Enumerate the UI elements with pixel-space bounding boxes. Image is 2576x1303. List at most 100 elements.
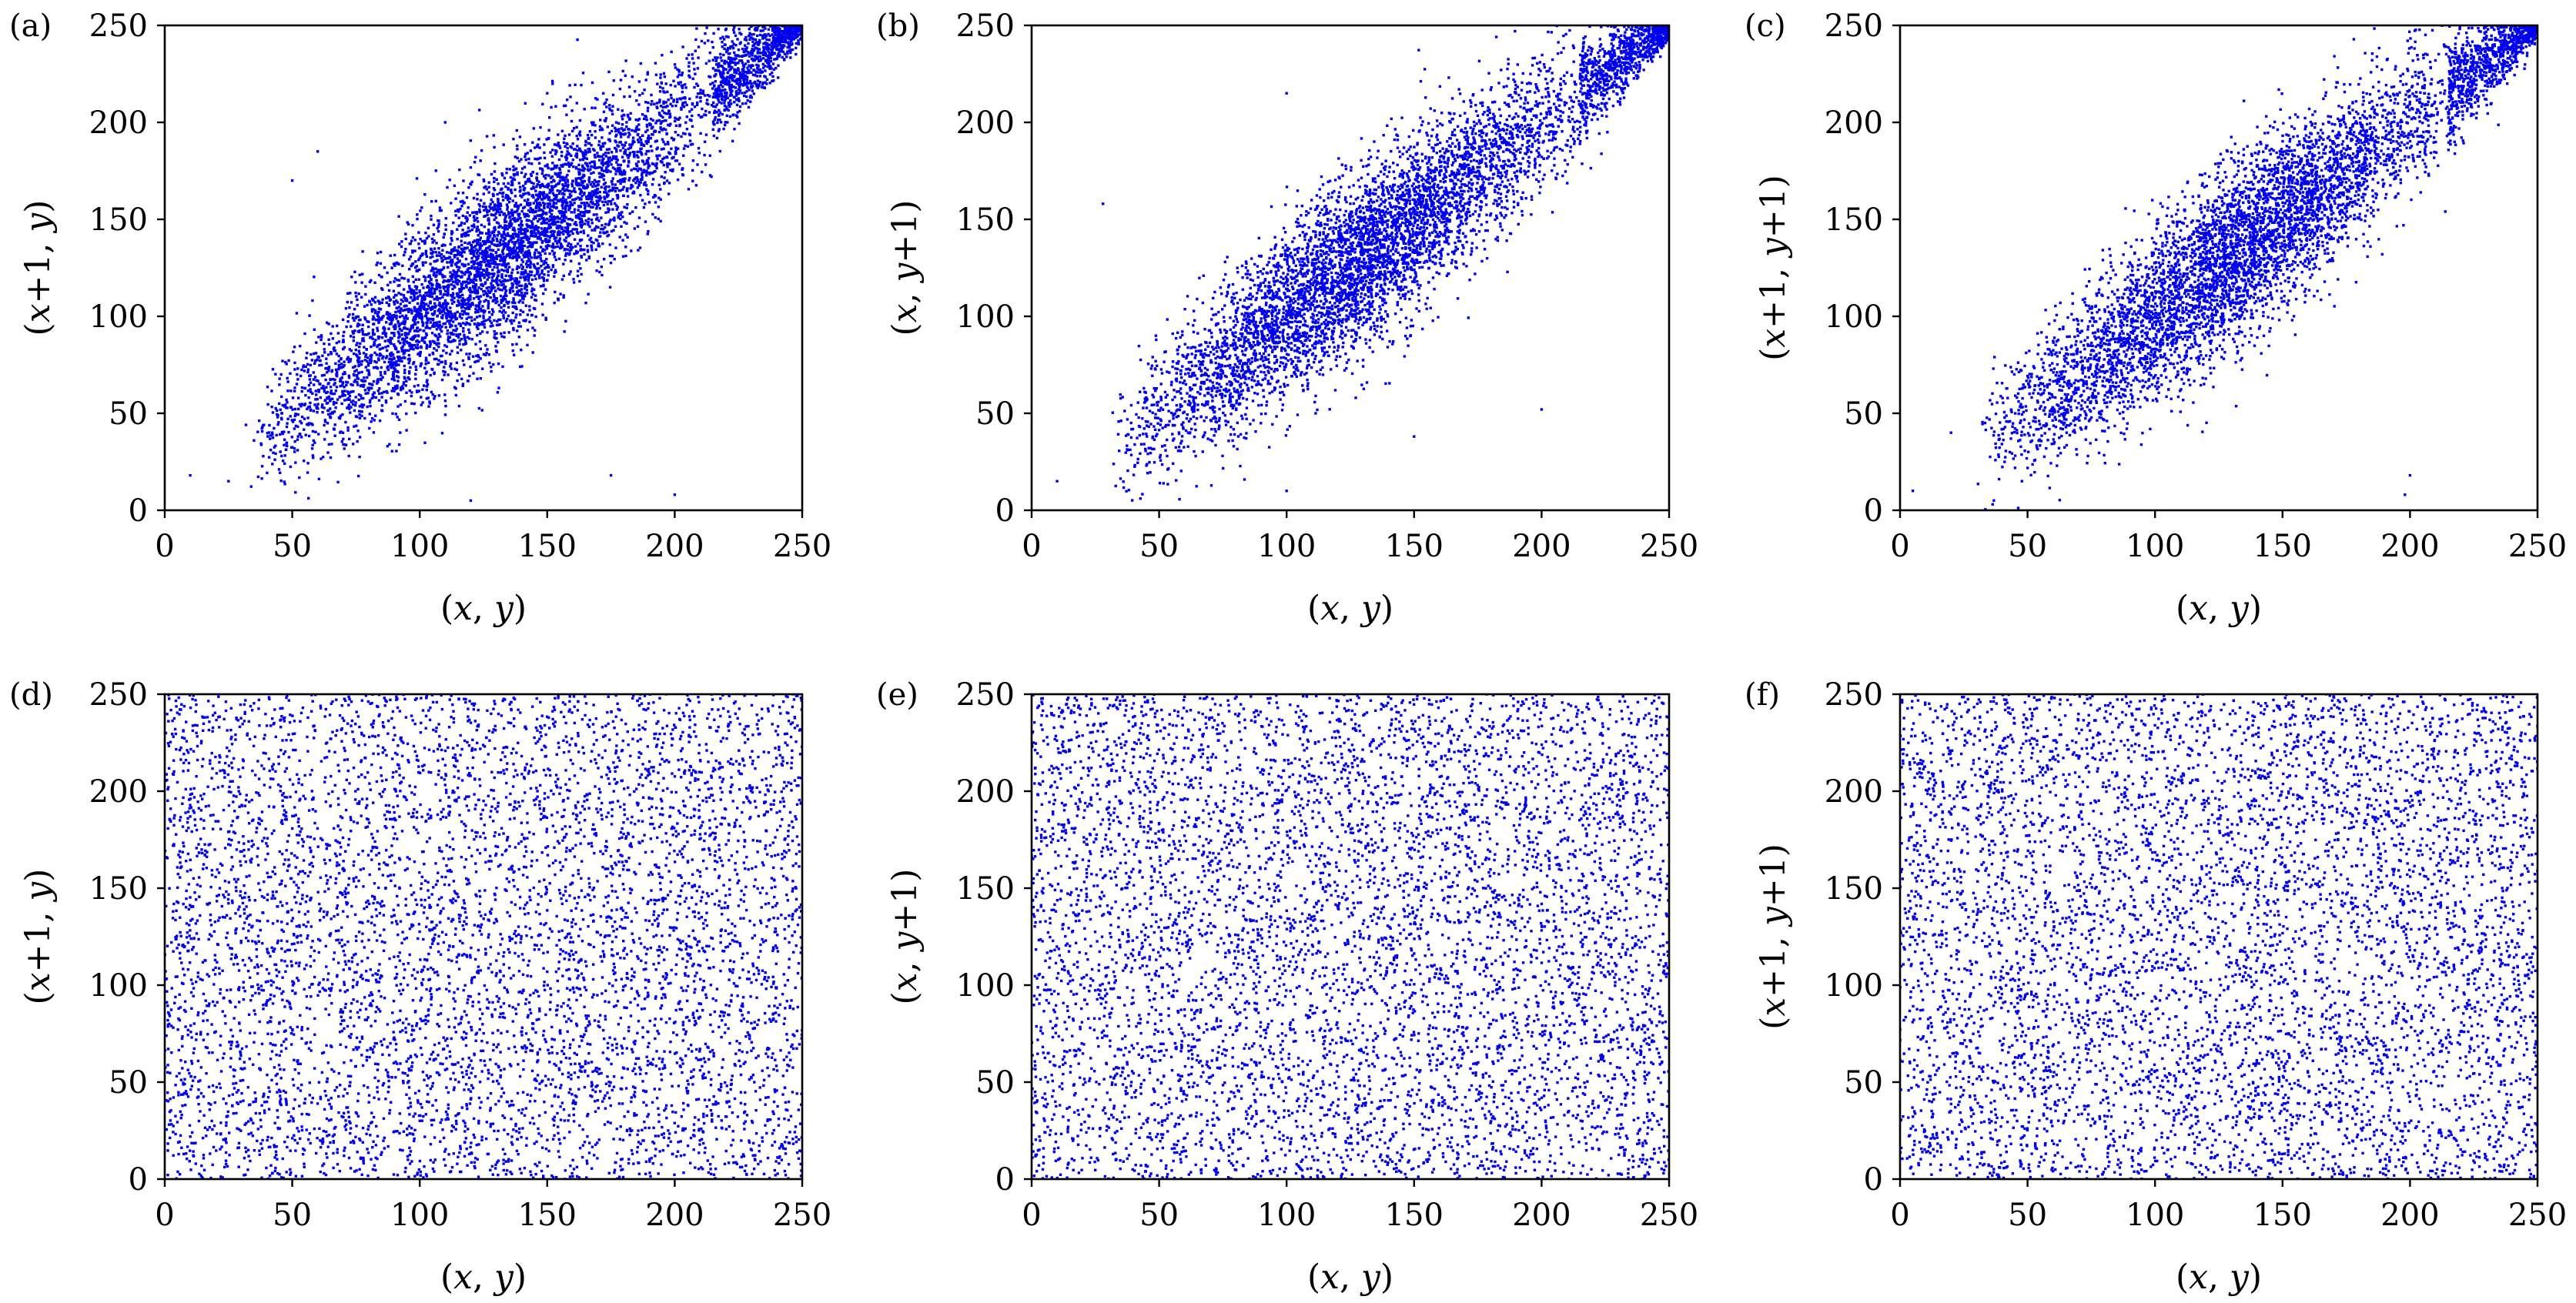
scatter-point — [501, 226, 504, 229]
scatter-point — [564, 175, 568, 179]
scatter-point — [347, 403, 351, 406]
scatter-point — [655, 162, 658, 165]
scatter-point — [483, 311, 486, 314]
scatter-point — [612, 79, 615, 82]
scatter-point — [447, 373, 450, 376]
scatter-point — [437, 251, 441, 254]
scatter-point — [598, 270, 601, 274]
scatter-point — [722, 38, 726, 41]
scatter-point — [380, 409, 383, 412]
scatter-point — [387, 289, 391, 292]
scatter-point — [513, 242, 516, 246]
scatter-point — [393, 277, 397, 280]
scatter-point — [469, 252, 473, 255]
scatter-point — [432, 233, 436, 236]
scatter-point — [524, 215, 527, 219]
scatter-point — [614, 204, 618, 207]
scatter-point — [509, 235, 512, 238]
scatter-point — [490, 366, 493, 369]
scatter-point — [499, 294, 503, 298]
scatter-point — [482, 258, 485, 261]
scatter-point — [545, 222, 549, 225]
scatter-point — [562, 262, 565, 266]
scatter-point — [585, 195, 588, 199]
scatter-point — [306, 462, 309, 465]
scatter-point — [392, 370, 395, 374]
scatter-point — [734, 54, 737, 57]
scatter-point — [619, 132, 622, 135]
scatter-point — [271, 368, 275, 371]
scatter-point — [772, 30, 776, 34]
scatter-point — [500, 273, 503, 276]
scatter-point — [467, 270, 470, 274]
scatter-point — [508, 256, 512, 259]
scatter-point — [546, 165, 549, 168]
scatter-point — [354, 281, 357, 284]
scatter-point — [498, 213, 501, 216]
scatter-point — [476, 292, 479, 295]
scatter-point — [496, 391, 500, 394]
scatter-point — [620, 225, 623, 228]
scatter-point — [674, 152, 677, 155]
scatter-point — [595, 218, 598, 221]
scatter-point — [621, 180, 624, 183]
scatter-point — [468, 331, 471, 334]
scatter-point — [306, 407, 309, 410]
scatter-point — [654, 201, 657, 204]
scatter-point — [621, 132, 624, 135]
scatter-point — [386, 445, 390, 448]
scatter-point — [303, 459, 306, 463]
scatter-point — [730, 94, 734, 97]
scatter-point — [453, 339, 457, 342]
scatter-point — [440, 272, 443, 276]
scatter-point — [374, 396, 378, 399]
scatter-point — [754, 73, 757, 77]
scatter-point — [514, 232, 517, 236]
scatter-point — [430, 269, 434, 272]
scatter-point — [758, 55, 762, 58]
scatter-point — [457, 373, 460, 376]
scatter-point — [647, 189, 650, 192]
scatter-point — [509, 238, 513, 241]
scatter-point — [313, 328, 316, 331]
scatter-point — [614, 126, 617, 129]
scatter-point — [481, 240, 485, 243]
scatter-point — [493, 295, 496, 299]
scatter-point — [463, 338, 467, 341]
scatter-point — [758, 33, 762, 37]
scatter-point — [501, 174, 504, 177]
scatter-point — [349, 335, 353, 338]
scatter-point — [425, 255, 429, 258]
scatter-point — [710, 104, 714, 107]
scatter-point — [502, 256, 505, 259]
scatter-point — [249, 485, 253, 488]
scatter-point — [631, 75, 634, 79]
scatter-point — [638, 136, 641, 139]
scatter-point — [599, 155, 602, 159]
scatter-point — [754, 82, 758, 86]
scatter-point — [786, 52, 789, 55]
scatter-point — [394, 413, 397, 416]
scatter-point — [580, 214, 584, 218]
scatter-point — [469, 298, 472, 301]
scatter-point — [562, 294, 565, 297]
scatter-point — [346, 292, 350, 295]
scatter-point — [403, 296, 406, 299]
scatter-point — [681, 86, 684, 89]
scatter-point — [602, 178, 606, 181]
scatter-point — [445, 279, 448, 282]
scatter-point — [607, 152, 610, 155]
scatter-point — [614, 146, 617, 150]
scatter-point — [520, 171, 524, 175]
scatter-point — [733, 61, 736, 65]
scatter-point — [637, 184, 641, 187]
scatter-point — [493, 176, 496, 180]
scatter-point — [521, 247, 524, 251]
scatter-point — [560, 245, 564, 249]
scatter-point — [473, 360, 477, 364]
scatter-point — [440, 244, 443, 247]
scatter-point — [398, 327, 401, 331]
scatter-point — [438, 312, 442, 315]
scatter-point — [685, 128, 689, 131]
scatter-point — [484, 205, 487, 209]
